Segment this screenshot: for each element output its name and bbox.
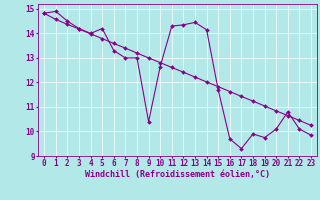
X-axis label: Windchill (Refroidissement éolien,°C): Windchill (Refroidissement éolien,°C) bbox=[85, 170, 270, 179]
